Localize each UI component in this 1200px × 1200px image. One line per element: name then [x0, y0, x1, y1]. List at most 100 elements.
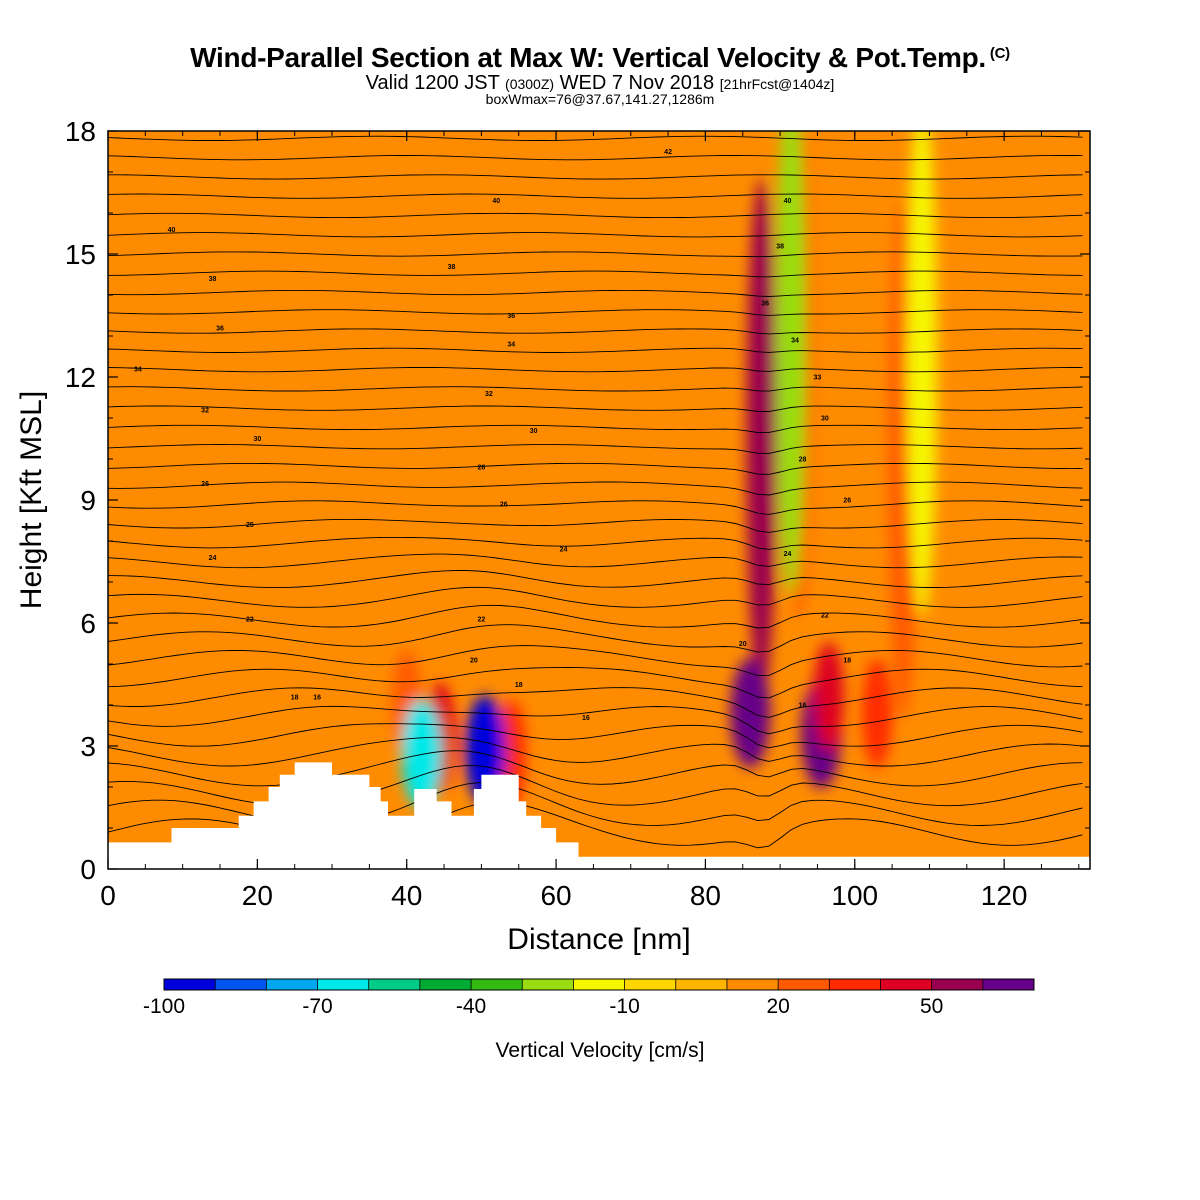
plot-area: 42 40 40 40 38 38 38 36 36 36 34 34 34 33 32 32 30 30 30 28… [108, 117, 1090, 869]
isentrope-label: 38 [448, 264, 456, 271]
y-axis-label: Height [Kft MSL] [15, 391, 48, 609]
isentrope-label: 24 [209, 555, 217, 562]
isentrope-line [108, 462, 1083, 475]
isentrope-label: 38 [776, 243, 784, 250]
isentrope-line [108, 328, 1083, 335]
colorbar-tick-label: -70 [302, 995, 332, 1018]
isentrope-line [108, 193, 1083, 199]
y-tick-label: 3 [80, 731, 96, 762]
chart-valid-time: Valid 1200 JST (0300Z) WED 7 Nov 2018 [2… [365, 72, 835, 94]
isentrope-line [108, 212, 1083, 219]
isentrope-label: 26 [201, 481, 209, 488]
isentrope-label: 18 [291, 694, 299, 701]
isentrope-label: 30 [821, 416, 829, 423]
isentrope-label: 32 [201, 407, 209, 414]
isentrope-line [108, 553, 1083, 569]
isentrope-line [108, 723, 1083, 749]
isentrope-label: 24 [560, 547, 568, 554]
colorbar-swatch [368, 979, 421, 990]
colorbar-tick-label: 20 [766, 995, 789, 1018]
colorbar-swatch [880, 979, 933, 990]
isentrope-label: 20 [739, 641, 747, 648]
isentrope-label: 40 [784, 198, 792, 205]
x-tick-label: 40 [391, 880, 422, 911]
colorbar-swatch [573, 979, 626, 990]
colorbar-tick-label: -100 [143, 995, 185, 1018]
isentrope-label: 34 [134, 366, 142, 373]
vertical-velocity-field [391, 131, 937, 810]
colorbar-swatch [266, 979, 319, 990]
isentrope-line [108, 444, 1083, 454]
isentrope-line [108, 309, 1083, 316]
y-tick-label: 18 [65, 116, 96, 147]
isentrope-line [108, 347, 1083, 353]
isentrope-line [108, 155, 1083, 161]
isentrope-label: 16 [799, 703, 807, 710]
colorbar-swatch [215, 979, 267, 990]
isentrope-line [108, 251, 1083, 258]
velocity-cell [906, 131, 937, 617]
colorbar-tick-label: 50 [920, 995, 943, 1018]
isentrope-line [108, 232, 1083, 238]
velocity-cell [862, 658, 893, 769]
isentrope-label: 25 [246, 522, 254, 529]
isentrope-line [108, 736, 1083, 767]
isentrope-line [108, 750, 1083, 787]
isentrope-label: 36 [507, 313, 515, 320]
isentrope-label: 34 [507, 342, 515, 349]
isentrope-line [108, 424, 1083, 433]
terrain [108, 762, 1090, 869]
velocity-cell [813, 641, 844, 752]
colorbar-swatch [419, 979, 472, 990]
isentrope-label: 26 [843, 498, 851, 505]
colorbar: -100 -70 -40 -10 20 50 [143, 978, 1035, 1018]
isentrope-label: 18 [843, 657, 851, 664]
isentrope-label: 22 [477, 616, 485, 623]
isentrope-line [108, 570, 1083, 589]
x-axis-label: Distance [nm] [507, 923, 690, 956]
y-tick-label: 6 [80, 608, 96, 639]
x-tick-label: 60 [540, 880, 571, 911]
isentrope-line [108, 624, 1083, 653]
isentrope-label: 26 [500, 502, 508, 509]
isentrope-line [108, 687, 1083, 718]
isentrope-label: 16 [582, 715, 590, 722]
isentrope-line [108, 586, 1083, 608]
chart-box-info: boxWmax=76@37.67,141.27,1286m [485, 91, 715, 107]
isentrope-label: 22 [246, 616, 254, 623]
colorbar-swatch [726, 979, 779, 990]
isentrope-label: 38 [209, 276, 217, 283]
isentrope-label: 33 [814, 375, 822, 382]
colorbar-swatch [675, 979, 728, 990]
y-tick-label: 15 [65, 239, 96, 270]
colorbar-swatch [982, 979, 1035, 990]
isentrope-line [108, 174, 1083, 180]
isentrope-line [108, 500, 1083, 515]
isentrope-line [108, 645, 1083, 677]
isentrope-line [108, 117, 1083, 121]
chart-title: Wind-Parallel Section at Max W: Vertical… [190, 42, 1010, 73]
isentrope-line [108, 405, 1083, 412]
isentrope-line [108, 705, 1083, 735]
isentrope-label: 32 [485, 391, 493, 398]
isentrope-label: 30 [253, 436, 261, 443]
colorbar-tick-label: -10 [609, 995, 639, 1018]
colorbar-swatch [471, 979, 523, 990]
y-tick-label: 9 [80, 485, 96, 516]
isentrope-label: 36 [761, 301, 769, 308]
y-tick-label: 12 [65, 362, 96, 393]
isentrope-line [108, 536, 1083, 550]
velocity-cell [730, 658, 771, 769]
colorbar-swatch [317, 979, 370, 990]
isentrope-line [108, 604, 1083, 629]
colorbar-swatch [624, 979, 677, 990]
plot-background [108, 131, 1090, 869]
x-tick-label: 20 [242, 880, 273, 911]
colorbar-swatch [164, 979, 216, 990]
isentrope-line [108, 367, 1083, 373]
isentrope-label: 24 [784, 551, 792, 558]
colorbar-swatch [522, 979, 574, 990]
isentrope-label: 18 [515, 682, 523, 689]
